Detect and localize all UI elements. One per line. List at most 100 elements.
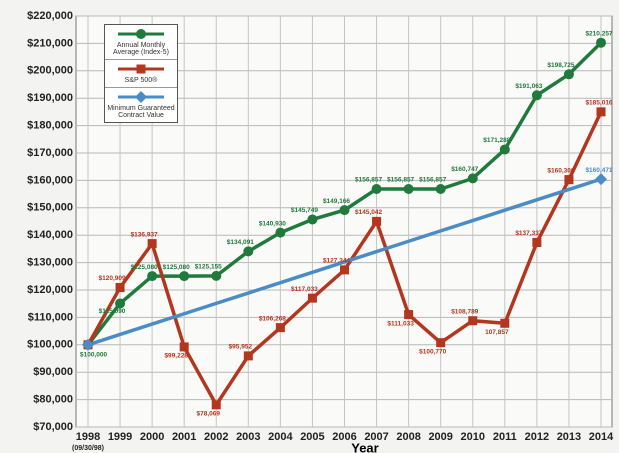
point [179,271,190,282]
x-tick-label: 2003 [236,431,260,443]
point [243,351,253,361]
legend-label: Minimum Guaranteed Contract Value [107,105,175,119]
x-tick-label: 2009 [428,431,452,443]
point [211,270,222,281]
point [532,237,542,247]
legend-swatch [118,29,164,39]
x-sublabel: (09/30/98) [72,445,104,452]
data-label: $100,770 [419,348,446,355]
data-label: $145,749 [291,207,318,214]
x-tick-label: 2011 [493,431,517,443]
point [179,342,189,352]
data-label: $210,257 [585,30,612,37]
data-label: $156,857 [387,177,414,184]
data-label: $95,952 [229,344,253,351]
legend-swatch [118,64,164,74]
x-tick-label: 2002 [204,431,228,443]
point [436,338,446,348]
point [275,323,285,333]
point [307,214,318,225]
x-axis-label: Year [351,440,378,453]
point [211,400,221,410]
y-tick-label: $130,000 [27,257,73,269]
data-label: $156,857 [355,177,382,184]
data-label: $160,747 [451,166,478,173]
y-tick-label: $210,000 [27,37,73,49]
y-tick-label: $170,000 [27,147,73,159]
point [435,184,446,195]
point [339,205,350,216]
point [531,90,542,101]
point [563,69,574,80]
x-tick-label: 2013 [557,431,581,443]
point [372,216,382,226]
data-label: $185,016 [585,100,612,107]
data-label: $78,069 [197,411,221,418]
point [147,271,158,282]
data-label: $191,063 [515,83,542,90]
point [595,173,607,186]
point [371,184,382,195]
legend-item: S&P 500® [105,60,177,88]
x-tick-label: 1999 [108,431,132,443]
x-tick-label: 2000 [140,431,164,443]
data-label: $145,042 [355,209,382,216]
data-label: 107,857 [485,329,509,336]
y-tick-label: $140,000 [27,229,73,241]
legend: Annual Monthly Average (Index-5) S&P 500®… [104,24,178,123]
point [404,310,414,320]
x-tick-label: 2004 [268,431,293,443]
y-tick-label: $180,000 [27,120,73,132]
data-label: $136,937 [131,231,158,238]
y-tick-label: $160,000 [27,174,73,186]
data-label: $156,857 [419,177,446,184]
data-label: $120,909 [99,275,126,282]
point [468,316,478,326]
y-tick-label: $90,000 [33,366,73,378]
data-label: $99,228 [164,353,188,360]
y-tick-label: $200,000 [27,65,73,77]
y-tick-label: $190,000 [27,92,73,104]
series-line [87,177,602,347]
data-label: $137,337 [515,230,542,237]
data-label: $111,033 [387,320,414,327]
data-label: $117,033 [291,286,318,293]
point [115,283,125,293]
x-tick-label: 2005 [300,431,324,443]
x-tick-label: 2006 [332,431,356,443]
x-tick-label: 2012 [525,431,549,443]
point [564,175,574,185]
x-tick-label: 1998 [76,431,100,443]
y-tick-label: $70,000 [33,421,73,433]
y-tick-label: $220,000 [27,10,73,22]
data-label: $108,789 [451,308,478,315]
point [596,37,606,48]
point [340,265,349,275]
data-label: $127,344 [323,258,350,265]
point [467,173,478,184]
x-tick-label: 2014 [589,431,614,443]
point [243,246,254,257]
data-label: $198,725 [547,62,574,69]
point [275,227,286,238]
x-tick-label: 2001 [172,431,196,443]
data-label: $106,268 [259,315,286,322]
data-label: $125,080 [163,264,190,271]
data-label: $100,000 [80,352,107,359]
point [500,318,510,328]
point [82,338,94,351]
y-tick-label: $80,000 [33,394,73,406]
data-label: $140,930 [259,220,286,227]
y-tick-label: $110,000 [28,311,73,323]
data-label: $134,091 [227,239,254,246]
x-tick-label: 2010 [461,431,485,443]
data-label: $160,471 [585,167,612,174]
legend-swatch [118,91,164,103]
y-tick-label: $120,000 [27,284,73,296]
legend-label: S&P 500® [124,77,158,84]
point [147,239,157,249]
data-label: $125,155 [195,264,222,271]
data-label: $171,288 [483,137,510,144]
